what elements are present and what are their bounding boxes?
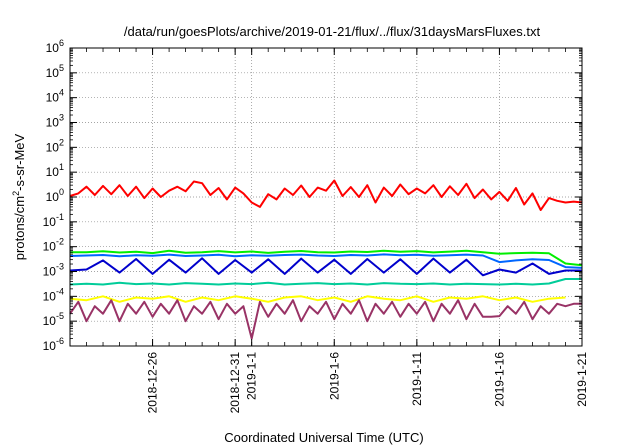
y-tick-exponent: 4	[59, 88, 64, 98]
y-tick-base: 10	[43, 339, 57, 353]
series-line-4	[69, 257, 582, 277]
y-axis-label-sup: 2	[11, 191, 21, 196]
y-tick-label: 106	[46, 38, 64, 55]
y-tick-label: 10-6	[43, 336, 64, 353]
y-tick-label: 10-4	[43, 286, 64, 303]
y-tick-label: 10-1	[43, 212, 64, 229]
x-tick-labels: 2018-12-26 2018-12-31 2019-1-1 2019-1-6 2019…	[146, 352, 589, 414]
y-tick-base: 10	[43, 314, 57, 328]
y-tick-base: 10	[46, 41, 60, 55]
y-tick-label: 10-5	[43, 311, 64, 328]
y-tick-exponent: -1	[56, 212, 64, 222]
y-tick-exponent: -4	[56, 286, 64, 296]
x-tick-label: 2019-1-16	[492, 352, 506, 407]
series-line-2	[70, 249, 583, 267]
y-tick-label: 105	[46, 63, 64, 80]
axis-ticks	[70, 47, 583, 347]
x-axis-label: Coordinated Universal Time (UTC)	[224, 430, 423, 445]
y-tick-exponent: 5	[59, 63, 64, 73]
chart-title: /data/run/goesPlots/archive/2019-01-21/f…	[124, 24, 541, 39]
x-tick-label: 2019-1-1	[245, 352, 259, 400]
y-tick-labels: 10-610-510-410-310-210-11001011021031041…	[43, 38, 64, 353]
y-tick-exponent: 6	[59, 38, 64, 48]
y-tick-label: 10-2	[43, 237, 64, 254]
series-line-1	[69, 179, 583, 211]
series-layer	[69, 179, 583, 340]
y-tick-base: 10	[43, 240, 57, 254]
series-line-5	[69, 278, 582, 286]
y-tick-label: 101	[46, 162, 64, 179]
y-tick-label: 103	[46, 113, 64, 130]
x-tick-label: 2019-1-11	[410, 352, 424, 406]
y-tick-exponent: -2	[56, 237, 64, 247]
y-tick-exponent: 2	[59, 137, 64, 147]
x-tick-label: 2019-1-21	[575, 352, 589, 407]
series-line-7	[69, 299, 582, 340]
y-tick-exponent: -6	[56, 336, 64, 346]
x-tick-label: 2018-12-31	[228, 352, 242, 414]
y-tick-exponent: -3	[56, 262, 64, 272]
y-tick-base: 10	[46, 190, 60, 204]
y-tick-exponent: 3	[59, 113, 64, 123]
y-tick-base: 10	[46, 66, 60, 80]
y-tick-label: 100	[46, 187, 64, 204]
y-tick-base: 10	[43, 265, 57, 279]
y-tick-exponent: 1	[59, 162, 64, 172]
y-tick-base: 10	[43, 289, 57, 303]
y-tick-base: 10	[46, 116, 60, 130]
y-tick-label: 102	[46, 137, 64, 154]
y-tick-exponent: -5	[56, 311, 64, 321]
y-tick-base: 10	[43, 215, 57, 229]
y-axis-label-suffix: -s-sr-MeV	[12, 133, 27, 190]
x-tick-label: 2019-1-6	[327, 352, 341, 400]
y-tick-base: 10	[46, 165, 60, 179]
y-tick-label: 10-3	[43, 262, 64, 279]
y-tick-base: 10	[46, 140, 60, 154]
y-axis-label-prefix: protons/cm	[12, 196, 27, 260]
series-line-3	[69, 253, 583, 269]
grid-lines	[70, 48, 583, 346]
series-line-6	[69, 295, 566, 303]
y-axis-label: protons/cm2-s-sr-MeV	[11, 133, 27, 260]
x-tick-label: 2018-12-26	[146, 352, 160, 414]
y-tick-exponent: 0	[59, 187, 64, 197]
y-tick-label: 104	[46, 88, 64, 105]
y-tick-base: 10	[46, 91, 60, 105]
